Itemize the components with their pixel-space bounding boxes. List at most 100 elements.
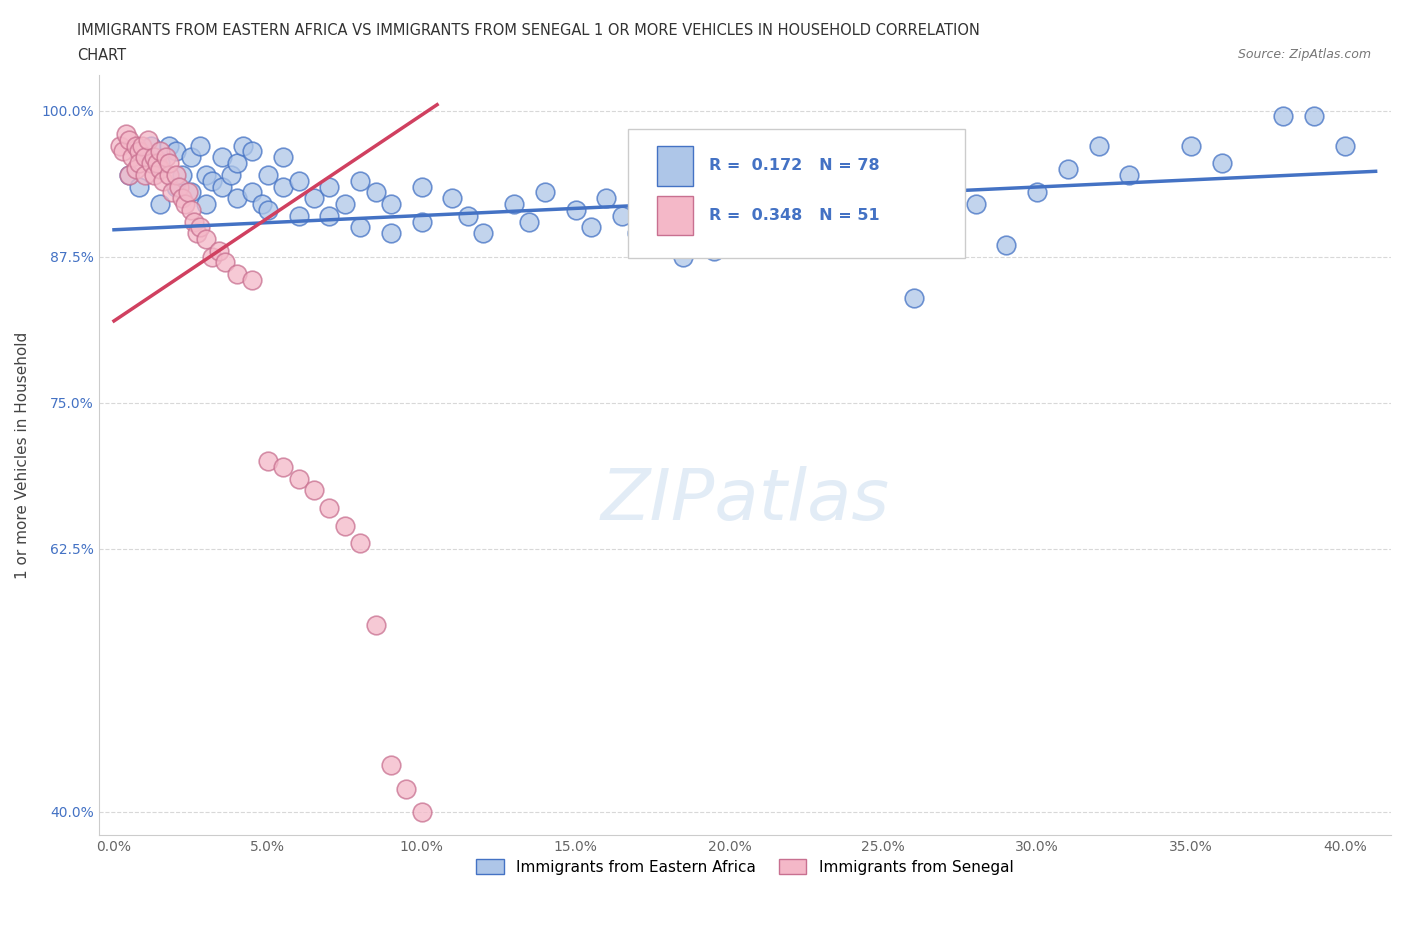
Point [214, 255, 236, 270]
Point [195, 167, 218, 182]
Point [180, 150, 202, 165]
Text: IMMIGRANTS FROM EASTERN AFRICA VS IMMIGRANTS FROM SENEGAL 1 OR MORE VEHICLES IN : IMMIGRANTS FROM EASTERN AFRICA VS IMMIGR… [77, 23, 980, 38]
Point [134, 150, 156, 165]
Point [271, 179, 294, 194]
Point [162, 185, 184, 200]
Point [995, 237, 1018, 252]
Point [173, 196, 195, 211]
Point [579, 220, 602, 235]
Point [139, 139, 162, 153]
Point [232, 139, 254, 153]
Point [349, 220, 371, 235]
Point [242, 185, 264, 200]
Point [749, 203, 772, 218]
FancyBboxPatch shape [628, 128, 965, 258]
Point [195, 196, 218, 211]
Point [256, 454, 278, 469]
Point [395, 781, 418, 796]
Point [1118, 167, 1140, 182]
Point [457, 208, 479, 223]
Point [157, 139, 180, 153]
Point [349, 173, 371, 188]
Point [180, 185, 202, 200]
Point [121, 150, 143, 165]
Point [157, 155, 180, 170]
Point [472, 226, 495, 241]
Point [271, 150, 294, 165]
Point [165, 179, 187, 194]
Point [380, 196, 402, 211]
Point [380, 226, 402, 241]
Point [131, 139, 153, 153]
Point [170, 191, 193, 206]
Point [118, 167, 141, 182]
Text: R =  0.172   N = 78: R = 0.172 N = 78 [709, 158, 879, 173]
Point [112, 144, 135, 159]
Point [256, 203, 278, 218]
Point [207, 244, 229, 259]
Point [201, 173, 224, 188]
Point [149, 196, 172, 211]
Point [188, 139, 211, 153]
Point [108, 139, 131, 153]
Point [1026, 185, 1049, 200]
Point [1057, 162, 1080, 177]
Point [503, 196, 526, 211]
Point [641, 196, 664, 211]
Point [519, 214, 541, 229]
Point [146, 155, 169, 170]
Point [201, 249, 224, 264]
Point [688, 185, 710, 200]
Point [195, 232, 218, 246]
Point [128, 179, 150, 194]
Point [411, 804, 433, 819]
Point [903, 290, 925, 305]
Point [364, 618, 387, 632]
Point [211, 179, 233, 194]
Point [165, 144, 187, 159]
Point [318, 179, 340, 194]
Point [128, 144, 150, 159]
Point [157, 167, 180, 182]
Point [256, 167, 278, 182]
Point [1303, 109, 1326, 124]
Point [411, 214, 433, 229]
Point [226, 191, 249, 206]
Point [610, 208, 633, 223]
Point [167, 179, 190, 194]
Point [134, 167, 156, 182]
Text: Source: ZipAtlas.com: Source: ZipAtlas.com [1237, 48, 1371, 61]
Point [1180, 139, 1202, 153]
Point [271, 459, 294, 474]
Point [152, 173, 174, 188]
Point [318, 500, 340, 515]
Bar [657, 146, 693, 186]
Y-axis label: 1 or more Vehicles in Household: 1 or more Vehicles in Household [15, 332, 30, 579]
Point [672, 249, 695, 264]
Point [825, 226, 848, 241]
Point [1087, 139, 1109, 153]
Point [1211, 155, 1233, 170]
Point [411, 179, 433, 194]
Point [780, 185, 803, 200]
Point [143, 167, 166, 182]
Point [165, 167, 187, 182]
Text: ZIPatlas: ZIPatlas [600, 467, 890, 536]
Point [242, 272, 264, 287]
Point [118, 132, 141, 147]
Point [226, 155, 249, 170]
Point [564, 203, 586, 218]
Point [287, 472, 309, 486]
Point [155, 150, 177, 165]
Point [380, 758, 402, 773]
Point [186, 226, 208, 241]
Point [134, 150, 156, 165]
Text: R =  0.348   N = 51: R = 0.348 N = 51 [709, 207, 879, 223]
Point [170, 167, 193, 182]
Point [115, 126, 138, 141]
Point [177, 185, 200, 200]
Point [124, 139, 146, 153]
Point [219, 167, 242, 182]
Point [934, 196, 956, 211]
Point [441, 191, 464, 206]
